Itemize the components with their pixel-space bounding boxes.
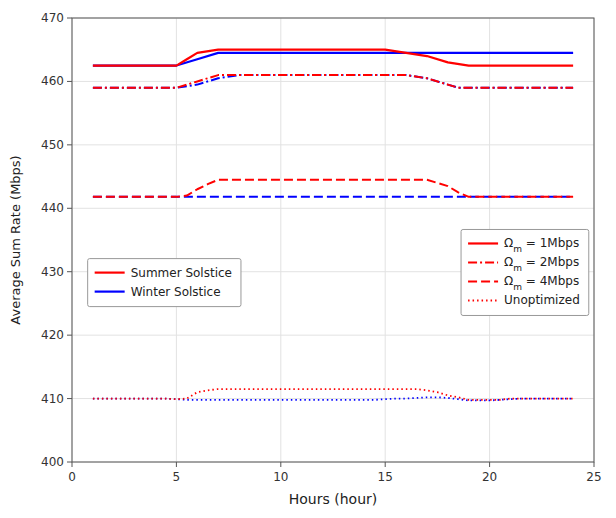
tick-label: 450 bbox=[41, 138, 64, 152]
legend-label: Ωm = 2Mbps bbox=[504, 255, 579, 273]
legend-box bbox=[461, 229, 589, 315]
grid-line bbox=[72, 208, 594, 209]
tick-mark bbox=[594, 462, 595, 467]
legend-swatch bbox=[468, 242, 498, 244]
grid-line bbox=[72, 144, 594, 145]
tick-label: 20 bbox=[482, 470, 497, 484]
tick-label: 440 bbox=[41, 201, 64, 215]
tick-label: 460 bbox=[41, 74, 64, 88]
x-axis-label: Hours (hour) bbox=[289, 491, 377, 507]
tick-mark bbox=[67, 81, 72, 82]
tick-mark bbox=[385, 462, 386, 467]
series-line bbox=[93, 50, 573, 66]
tick-label: 15 bbox=[378, 470, 393, 484]
series-line bbox=[93, 75, 573, 88]
series-line bbox=[93, 389, 573, 400]
tick-mark bbox=[72, 462, 73, 467]
legend-label-part: = 2Mbps bbox=[522, 255, 579, 269]
legend-label-part: m bbox=[513, 282, 522, 292]
legend-swatch bbox=[468, 280, 498, 282]
legend-swatch bbox=[95, 272, 125, 274]
legend-swatch bbox=[468, 300, 498, 302]
legend-label-part: m bbox=[513, 263, 522, 273]
legend-box bbox=[88, 259, 241, 307]
tick-label: 400 bbox=[41, 455, 64, 469]
legend-label: Unoptimized bbox=[504, 293, 580, 307]
y-axis-label: Average Sum Rate (Mbps) bbox=[8, 155, 23, 324]
grid-line bbox=[280, 18, 281, 462]
plot-frame bbox=[72, 18, 594, 462]
series-line bbox=[93, 180, 573, 197]
tick-mark bbox=[67, 335, 72, 336]
tick-mark bbox=[67, 144, 72, 145]
tick-mark bbox=[67, 398, 72, 399]
tick-label: 5 bbox=[173, 470, 181, 484]
legend-label: Ωm = 4Mbps bbox=[504, 274, 579, 292]
legend-label: Winter Solstice bbox=[131, 285, 221, 299]
tick-label: 25 bbox=[586, 470, 601, 484]
chart: 400 410 420 430 440 450 460 470 0 5 10 15 20 25 Hours … bbox=[0, 0, 616, 518]
legend-label-part: Ω bbox=[504, 236, 513, 250]
legend-label-part: m bbox=[513, 244, 522, 254]
tick-mark bbox=[176, 462, 177, 467]
grid-line bbox=[176, 18, 177, 462]
tick-label: 420 bbox=[41, 328, 64, 342]
tick-mark bbox=[489, 462, 490, 467]
series-line bbox=[93, 53, 573, 66]
tick-label: 430 bbox=[41, 265, 64, 279]
legend-label: Summer Solstice bbox=[131, 266, 232, 280]
series-line bbox=[93, 75, 573, 88]
legend: Ωm = 1MbpsΩm = 2MbpsΩm = 4MbpsUnoptimize… bbox=[461, 229, 589, 315]
tick-mark bbox=[67, 462, 72, 463]
tick-mark bbox=[67, 271, 72, 272]
tick-label: 470 bbox=[41, 11, 64, 25]
background bbox=[0, 0, 616, 518]
tick-label: 410 bbox=[41, 392, 64, 406]
legend-label-part: Ω bbox=[504, 274, 513, 288]
tick-mark bbox=[67, 208, 72, 209]
legend-swatch bbox=[468, 261, 498, 263]
legend: Summer Solstice Winter Solstice bbox=[88, 259, 241, 307]
grid bbox=[72, 18, 594, 462]
tick-label: 10 bbox=[273, 470, 288, 484]
legend-label-part: = 1Mbps bbox=[522, 236, 579, 250]
legend-label-part: Ω bbox=[504, 255, 513, 269]
lines bbox=[93, 50, 573, 401]
legend-label-part: = 4Mbps bbox=[522, 274, 579, 288]
legend-label: Ωm = 1Mbps bbox=[504, 236, 579, 254]
axes: 400 410 420 430 440 450 460 470 0 5 10 15 20 25 bbox=[41, 11, 602, 484]
legend-swatch bbox=[95, 291, 125, 293]
grid-line bbox=[72, 335, 594, 336]
grid-line bbox=[385, 18, 386, 462]
grid-line bbox=[72, 81, 594, 82]
tick-mark bbox=[280, 462, 281, 467]
tick-label: 0 bbox=[68, 470, 76, 484]
tick-mark bbox=[67, 18, 72, 19]
